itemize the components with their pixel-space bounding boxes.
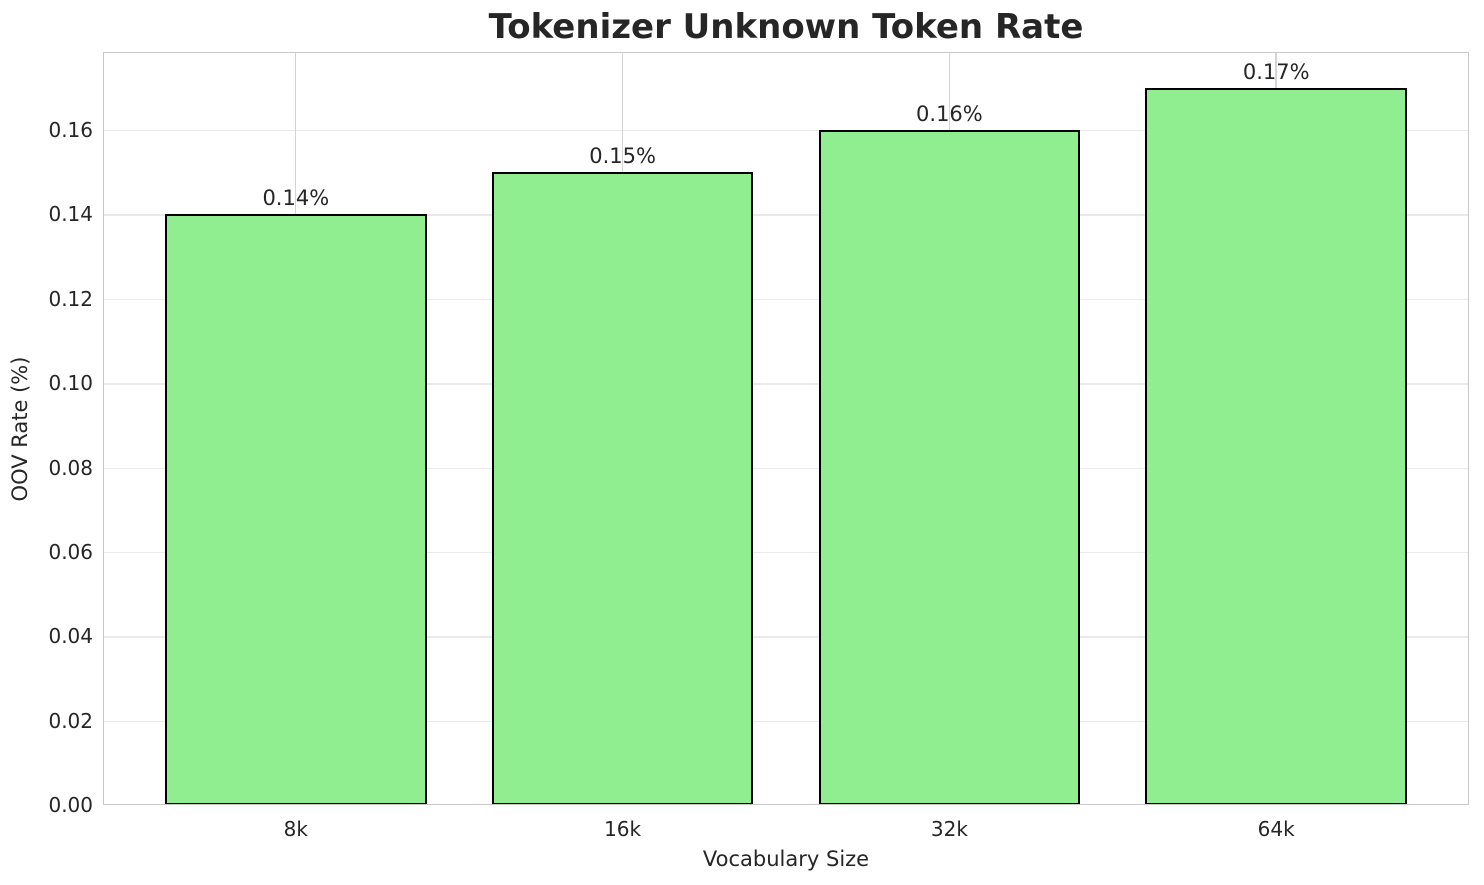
plot-area: 0.14% 0.15% 0.16% 0.17% xyxy=(103,52,1469,805)
y-tick-label: 0.04 xyxy=(48,624,93,649)
x-tick-label: 64k xyxy=(1257,817,1295,841)
gridline-h xyxy=(103,214,1469,216)
x-tick-label: 32k xyxy=(930,817,968,841)
x-axis-title: Vocabulary Size xyxy=(702,847,870,871)
gridline-h xyxy=(103,720,1469,723)
gridline-h xyxy=(103,130,1469,132)
chart-title: Tokenizer Unknown Token Rate xyxy=(488,7,1084,47)
x-tick-label: 8k xyxy=(283,817,308,841)
gridline-h xyxy=(103,636,1469,638)
gridline-h xyxy=(103,383,1469,385)
bar-value-label: 0.14% xyxy=(262,186,330,211)
y-tick-label: 0.10 xyxy=(48,371,93,396)
bar xyxy=(165,214,427,805)
gridline-h xyxy=(103,298,1469,301)
bar xyxy=(491,172,754,805)
x-tick-label: 16k xyxy=(604,817,642,841)
y-tick-label: 0.08 xyxy=(48,455,93,480)
y-tick-label: 0.00 xyxy=(48,793,93,817)
gridline-h xyxy=(103,551,1469,554)
bar xyxy=(1145,87,1407,805)
bar xyxy=(818,130,1081,805)
bar-value-label: 0.15% xyxy=(589,144,656,169)
y-tick-label: 0.14 xyxy=(48,202,93,227)
bar-value-label: 0.17% xyxy=(1242,59,1310,84)
y-tick-label: 0.06 xyxy=(48,539,93,564)
bar-value-label: 0.16% xyxy=(916,102,983,127)
y-tick-label: 0.16 xyxy=(48,118,93,143)
y-tick-label: 0.02 xyxy=(48,708,93,733)
y-tick-label: 0.12 xyxy=(48,286,93,311)
gridline-h xyxy=(103,467,1469,469)
